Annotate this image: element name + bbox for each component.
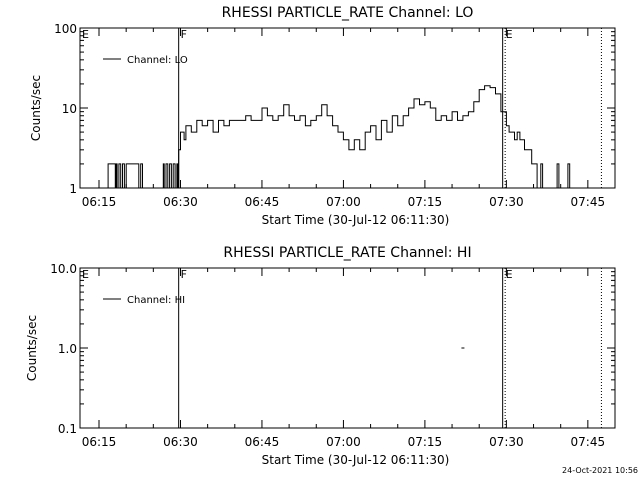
x-tick-label: 06:45 bbox=[245, 435, 280, 449]
x-axis-label: Start Time (30-Jul-12 06:11:30) bbox=[262, 453, 450, 467]
y-tick-label: 1 bbox=[69, 182, 77, 196]
flag-label: E bbox=[506, 28, 513, 41]
chart-title: RHESSI PARTICLE_RATE Channel: LO bbox=[222, 5, 474, 21]
x-tick-label: 07:15 bbox=[408, 435, 443, 449]
flag-label: E bbox=[506, 268, 513, 281]
x-tick-label: 06:30 bbox=[163, 195, 198, 209]
y-tick-label: 1.0 bbox=[58, 342, 77, 356]
x-tick-label: 06:15 bbox=[82, 435, 117, 449]
panel-hi: RHESSI PARTICLE_RATE Channel: HI Start Ti… bbox=[25, 245, 616, 467]
footer-timestamp: 24-Oct-2021 10:56 bbox=[562, 466, 638, 475]
flag-label: E bbox=[82, 28, 89, 41]
y-tick-label: 10.0 bbox=[50, 262, 77, 276]
x-tick-label: 06:15 bbox=[82, 195, 117, 209]
y-tick-label: 10 bbox=[62, 102, 77, 116]
flag-label: E bbox=[82, 268, 89, 281]
flag-label: F bbox=[181, 28, 187, 41]
x-tick-label: 06:30 bbox=[163, 435, 198, 449]
legend-label: Channel: HI bbox=[127, 295, 185, 306]
legend-label: Channel: LO bbox=[127, 55, 188, 66]
x-tick-label: 07:00 bbox=[326, 195, 361, 209]
x-tick-label: 07:30 bbox=[489, 195, 524, 209]
x-tick-label: 07:00 bbox=[326, 435, 361, 449]
series-line-lo bbox=[102, 85, 572, 189]
y-axis-label: Counts/sec bbox=[25, 315, 39, 381]
y-tick-label: 100 bbox=[54, 22, 77, 36]
y-tick-label: 0.1 bbox=[58, 422, 77, 436]
plot-frame bbox=[79, 267, 616, 429]
x-tick-label: 07:15 bbox=[408, 195, 443, 209]
x-axis-label: Start Time (30-Jul-12 06:11:30) bbox=[262, 213, 450, 227]
x-tick-label: 07:45 bbox=[571, 435, 606, 449]
flag-label: F bbox=[181, 268, 187, 281]
x-tick-label: 07:45 bbox=[571, 195, 606, 209]
chart-title: RHESSI PARTICLE_RATE Channel: HI bbox=[223, 245, 471, 261]
panel-lo: RHESSI PARTICLE_RATE Channel: LO Start Ti… bbox=[29, 5, 616, 227]
x-tick-label: 07:30 bbox=[489, 435, 524, 449]
x-tick-label: 06:45 bbox=[245, 195, 280, 209]
y-axis-label: Counts/sec bbox=[29, 75, 43, 141]
